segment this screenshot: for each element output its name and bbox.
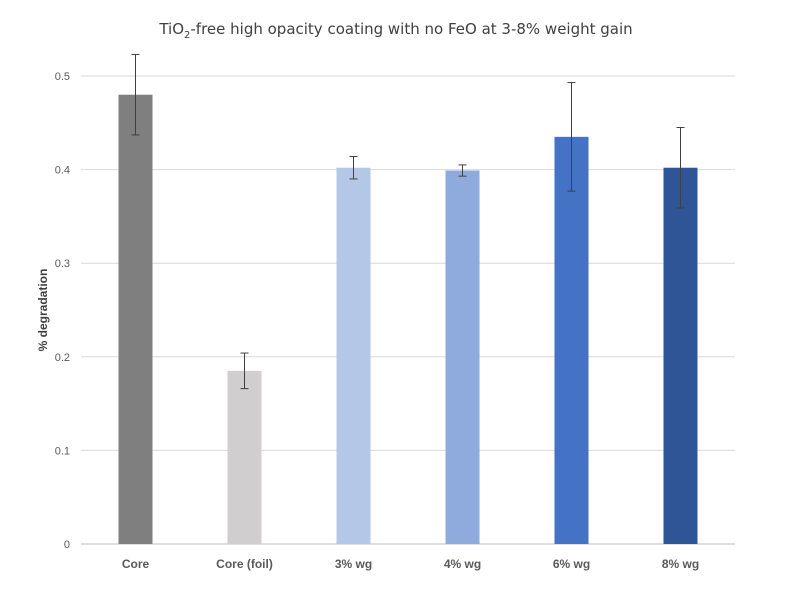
y-tick-label: 0.4 xyxy=(55,165,70,177)
y-tick-label: 0.2 xyxy=(55,352,70,364)
x-tick-label: Core xyxy=(122,557,150,571)
x-tick-label: Core (foil) xyxy=(216,557,273,571)
chart-title: TiO2-free high opacity coating with no F… xyxy=(159,20,633,41)
x-tick-label: 3% wg xyxy=(335,557,372,571)
bar xyxy=(663,167,698,544)
bar xyxy=(554,136,589,544)
x-tick-label: 4% wg xyxy=(444,557,481,571)
bar xyxy=(118,94,153,544)
x-tick-label: 6% wg xyxy=(553,557,590,571)
bar xyxy=(336,167,371,544)
y-tick-label: 0 xyxy=(64,539,70,551)
bar xyxy=(227,370,262,544)
bar xyxy=(445,170,480,544)
y-tick-label: 0.1 xyxy=(55,445,70,457)
y-tick-label: 0.5 xyxy=(55,71,70,83)
x-tick-label: 8% wg xyxy=(662,557,699,571)
y-tick-label: 0.3 xyxy=(55,258,70,270)
